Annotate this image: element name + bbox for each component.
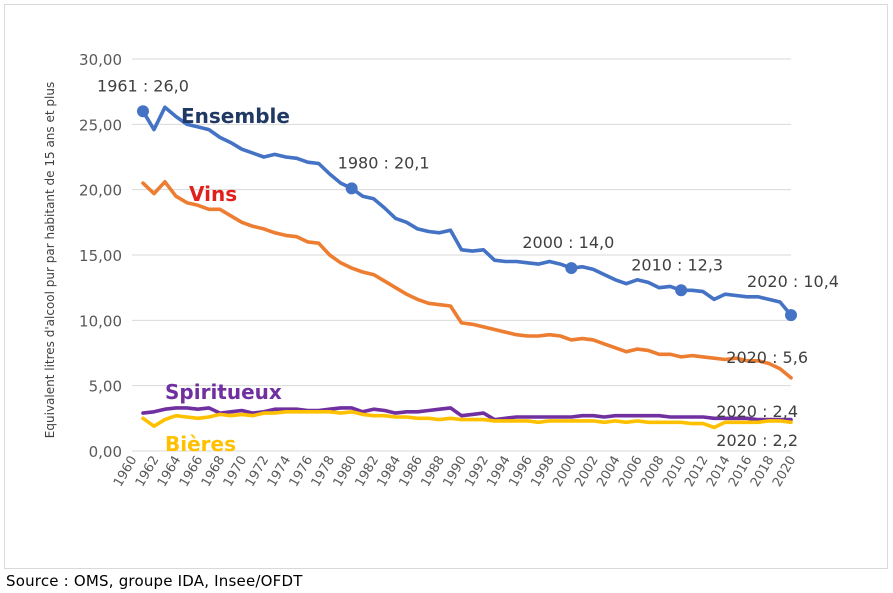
- series-name-label: Bières: [165, 432, 236, 456]
- series-name-label: Spiritueux: [165, 380, 282, 404]
- y-tick-label: 30,00: [79, 51, 122, 69]
- series-line-ensemble: [141, 105, 793, 317]
- data-point-marker: [345, 182, 358, 195]
- data-label: 2000 : 14,0: [522, 233, 614, 252]
- data-label: 2020 : 10,4: [747, 272, 839, 291]
- data-point-marker: [675, 284, 688, 297]
- series-line-vins: [141, 180, 793, 380]
- data-label: 1980 : 20,1: [338, 153, 430, 172]
- y-tick-label: 15,00: [79, 247, 122, 265]
- y-tick-label: 0,00: [89, 443, 122, 461]
- series-line-bieres: [141, 409, 793, 430]
- y-tick-label: 5,00: [89, 378, 122, 396]
- x-tick-label: 2020: [770, 454, 800, 490]
- source-note: Source : OMS, groupe IDA, Insee/OFDT: [6, 572, 303, 590]
- line-chart: 0,005,0010,0015,0020,0025,0030,001960196…: [43, 51, 839, 490]
- end-label: 2020 : 2,4: [716, 402, 798, 421]
- y-tick-label: 10,00: [79, 312, 122, 330]
- chart-frame: 0,00 5,00 10,00 15,00 20,00 25,00 30,00 1960 196…: [4, 4, 888, 569]
- data-point-marker: [785, 309, 797, 322]
- series-line-spiritueux: [141, 406, 793, 422]
- data-point-marker: [565, 262, 578, 275]
- data-label: 1961 : 26,0: [97, 76, 189, 95]
- y-tick-label: 20,00: [79, 182, 122, 200]
- end-label: 2020 : 5,6: [726, 348, 808, 367]
- y-axis-label: Equivalent litres d'alcool pur par habit…: [43, 82, 57, 438]
- data-point-marker: [136, 105, 149, 118]
- y-tick-label: 25,00: [79, 116, 122, 134]
- series-name-label: Vins: [189, 182, 237, 206]
- data-label: 2010 : 12,3: [631, 255, 723, 274]
- end-label: 2020 : 2,2: [716, 431, 798, 450]
- series-name-label: Ensemble: [181, 104, 290, 128]
